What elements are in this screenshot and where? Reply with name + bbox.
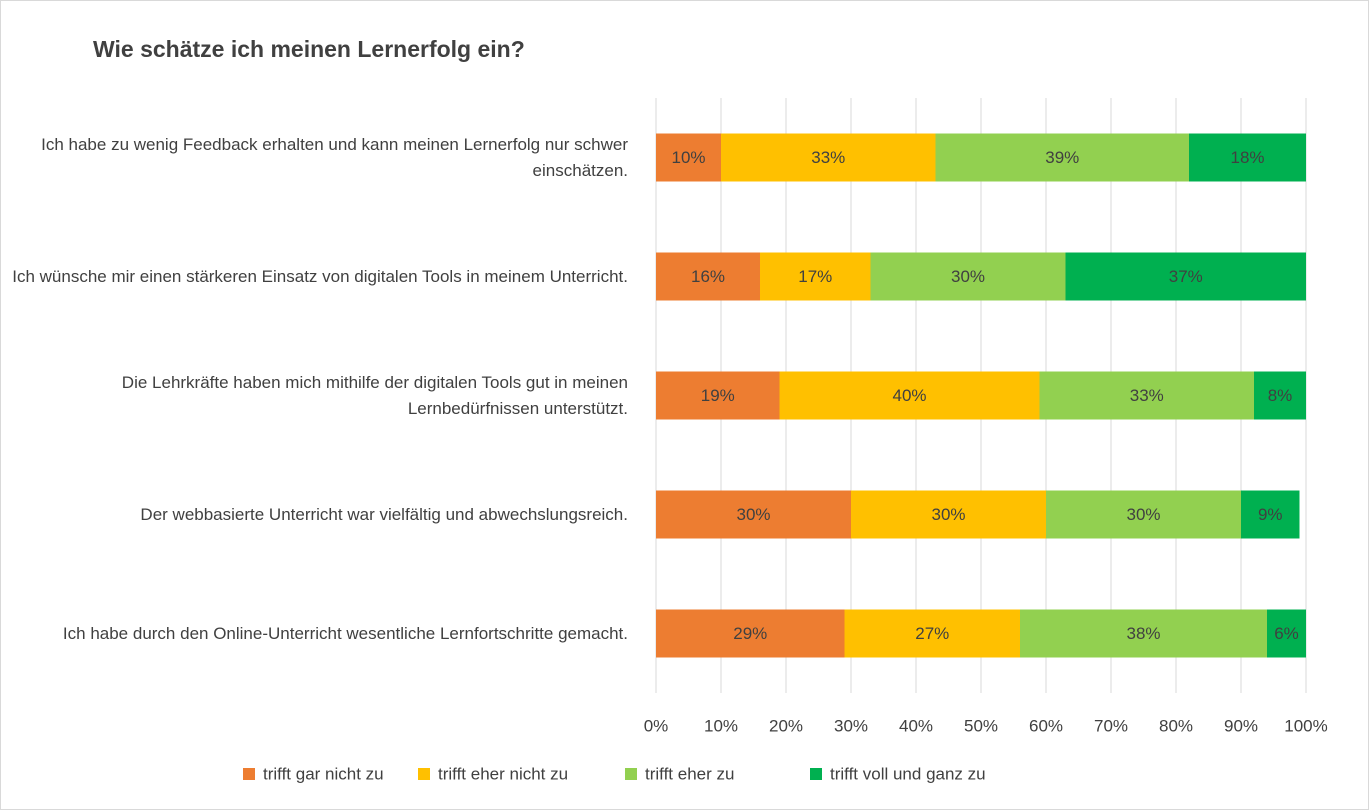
bar-segment (1039, 371, 1254, 420)
bar-segment (656, 252, 760, 301)
category-label: Ich wünsche mir einen stärkeren Einsatz … (12, 266, 628, 286)
legend-swatch (243, 768, 255, 780)
bar-segment (851, 490, 1046, 539)
data-label: 8% (1268, 386, 1293, 405)
data-label: 33% (811, 148, 845, 167)
bar-segment (656, 490, 851, 539)
data-label: 29% (733, 624, 767, 643)
data-label: 30% (951, 267, 985, 286)
bar-segment (779, 371, 1040, 420)
bar-segment (1046, 490, 1241, 539)
data-label: 27% (915, 624, 949, 643)
x-tick-label: 10% (704, 716, 738, 735)
x-tick-label: 50% (964, 716, 998, 735)
bar-segment (1189, 133, 1306, 182)
x-tick-label: 20% (769, 716, 803, 735)
x-tick-label: 90% (1224, 716, 1258, 735)
x-tick-label: 100% (1284, 716, 1327, 735)
bar-segment (656, 609, 845, 658)
data-label: 39% (1045, 148, 1079, 167)
legend-label: trifft gar nicht zu (263, 764, 384, 783)
x-tick-label: 30% (834, 716, 868, 735)
bar-segment (1254, 371, 1306, 420)
bar-segment (721, 133, 936, 182)
bar-segment (1241, 490, 1300, 539)
data-label: 17% (798, 267, 832, 286)
legend-label: trifft eher zu (645, 764, 734, 783)
x-tick-label: 40% (899, 716, 933, 735)
category-label: Ich habe zu wenig Feedback erhalten und … (41, 134, 628, 180)
chart-title: Wie schätze ich meinen Lernerfolg ein? (93, 36, 525, 62)
bar-segment (760, 252, 871, 301)
data-label: 30% (736, 505, 770, 524)
bar-segment (656, 371, 780, 420)
bar-segment (844, 609, 1020, 658)
x-tick-label: 80% (1159, 716, 1193, 735)
data-label: 30% (1126, 505, 1160, 524)
data-label: 33% (1130, 386, 1164, 405)
bar-segment (870, 252, 1066, 301)
data-label: 37% (1169, 267, 1203, 286)
category-label: Der webbasierte Unterricht war vielfälti… (140, 504, 628, 524)
bar-segment (656, 133, 721, 182)
category-label: Die Lehrkräfte haben mich mithilfe der d… (121, 372, 628, 418)
data-label: 19% (701, 386, 735, 405)
bar-segment (935, 133, 1189, 182)
data-label: 10% (671, 148, 705, 167)
x-tick-label: 0% (644, 716, 669, 735)
legend-swatch (418, 768, 430, 780)
bar-segment (1020, 609, 1267, 658)
legend-swatch (625, 768, 637, 780)
data-label: 18% (1230, 148, 1264, 167)
x-tick-label: 70% (1094, 716, 1128, 735)
bar-segment (1267, 609, 1306, 658)
category-label: Ich habe durch den Online-Unterricht wes… (62, 623, 628, 643)
legend-swatch (810, 768, 822, 780)
data-label: 30% (931, 505, 965, 524)
data-label: 6% (1274, 624, 1299, 643)
legend-label: trifft voll und ganz zu (830, 764, 986, 783)
legend-label: trifft eher nicht zu (438, 764, 568, 783)
data-label: 9% (1258, 505, 1283, 524)
data-label: 40% (892, 386, 926, 405)
data-label: 16% (691, 267, 725, 286)
x-tick-label: 60% (1029, 716, 1063, 735)
data-label: 38% (1126, 624, 1160, 643)
bar-segment (1065, 252, 1306, 301)
